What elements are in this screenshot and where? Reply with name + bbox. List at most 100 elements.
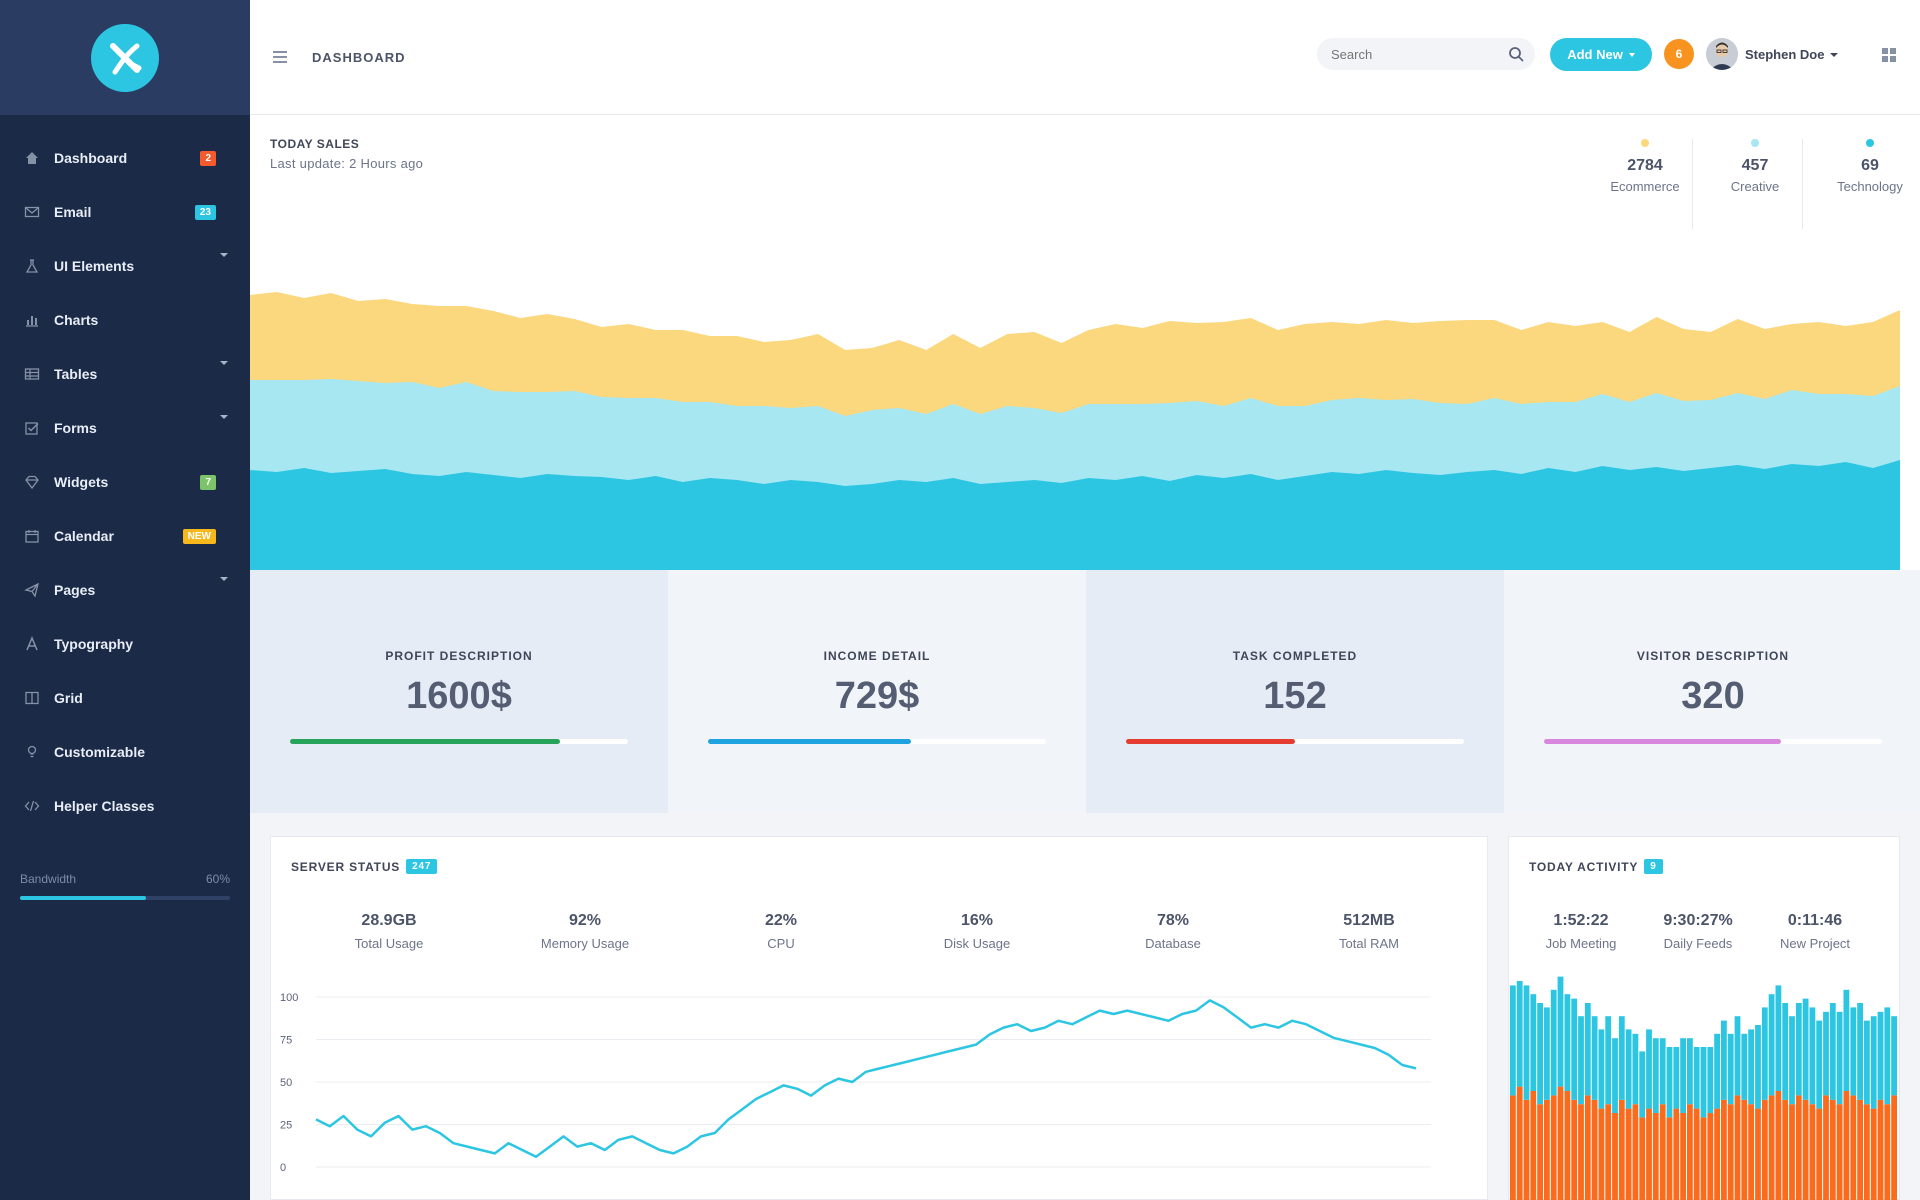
stat-job-meeting: 1:52:22 Job Meeting <box>1501 912 1661 951</box>
sidebar-item-customizable[interactable]: Customizable <box>0 725 250 779</box>
bandwidth-value: 60% <box>205 872 230 886</box>
activity-bar-bottom <box>1761 1099 1768 1200</box>
activity-bar-bottom <box>1516 1086 1523 1200</box>
stat-value: 92% <box>568 912 602 929</box>
legend-value: 457 <box>1741 157 1769 174</box>
activity-bar-bottom <box>1870 1108 1877 1200</box>
sidebar-item-charts[interactable]: Charts <box>0 293 250 347</box>
activity-bar-bottom <box>1680 1113 1686 1200</box>
activity-bar-top <box>1755 1025 1761 1109</box>
sidebar-item-badge: NEW <box>182 528 216 544</box>
activity-bar-top <box>1721 1020 1727 1100</box>
search-icon[interactable] <box>1508 46 1524 62</box>
chevron-down-icon <box>1628 52 1635 57</box>
kpi-progress-track <box>1126 739 1464 744</box>
activity-bar-bottom <box>1802 1099 1809 1200</box>
sidebar-item-dashboard[interactable]: Dashboard 2 <box>0 131 250 185</box>
activity-bar-bottom <box>1714 1108 1720 1200</box>
activity-bar-bottom <box>1775 1091 1782 1200</box>
activity-bar-bottom <box>1523 1099 1530 1200</box>
chevron-down-icon <box>220 577 228 581</box>
add-new-button[interactable]: Add New <box>1550 38 1652 71</box>
sidebar-item-label: Calendar <box>54 528 114 544</box>
notification-badge[interactable]: 6 <box>1664 39 1694 69</box>
activity-bar-bottom <box>1530 1091 1537 1200</box>
activity-bar-top <box>1612 1038 1618 1113</box>
stat-disk-usage: 16% Disk Usage <box>897 912 1057 951</box>
activity-bar-top <box>1693 1047 1700 1109</box>
server-line-chart: 0 25 50 75 100 <box>280 992 1431 1174</box>
today-activity-badge: 9 <box>1644 859 1663 874</box>
activity-bar-top <box>1510 985 1516 1096</box>
activity-bar-bottom <box>1571 1099 1578 1200</box>
add-new-label: Add New <box>1567 47 1623 62</box>
sidebar-item-label: Tables <box>54 366 98 382</box>
stat-value: 16% <box>960 912 994 929</box>
activity-bar-bottom <box>1584 1095 1591 1200</box>
sidebar-item-tables[interactable]: Tables <box>0 347 250 401</box>
activity-bar-top <box>1877 1011 1884 1100</box>
sidebar-item-widgets[interactable]: Widgets 7 <box>0 455 250 509</box>
activity-bar-bottom <box>1891 1095 1897 1200</box>
activity-bar-top <box>1659 1038 1666 1105</box>
activity-bar-bottom <box>1537 1104 1543 1200</box>
stat-memory-usage: 92% Memory Usage <box>505 912 665 951</box>
activity-bar-bottom <box>1707 1113 1714 1200</box>
sales-title: TODAY SALES <box>270 137 360 151</box>
kpi-progress-fill <box>1544 739 1781 744</box>
activity-bar-bottom <box>1557 1086 1564 1200</box>
server-status-title: SERVER STATUS 247 <box>291 859 438 874</box>
chevron-down-icon <box>220 361 228 365</box>
stat-value: 9:30:27% <box>1663 912 1733 929</box>
user-menu[interactable]: Stephen Doe <box>1745 47 1839 62</box>
stat-cpu: 22% CPU <box>701 912 861 951</box>
activity-bar-top <box>1734 1016 1741 1096</box>
kpi-title: VISITOR DESCRIPTION <box>1636 649 1790 663</box>
activity-bar-top <box>1618 1016 1625 1100</box>
search-input[interactable] <box>1317 38 1535 70</box>
activity-bar-bottom <box>1632 1104 1639 1200</box>
avatar[interactable] <box>1706 38 1738 70</box>
stat-new-project: 0:11:46 New Project <box>1735 912 1895 951</box>
kpi-income-detail: INCOME DETAIL 729$ <box>668 570 1086 813</box>
kpi-progress-track <box>708 739 1046 744</box>
kpi-value: 320 <box>1681 675 1745 717</box>
activity-bar-top <box>1516 981 1523 1087</box>
activity-bar-bottom <box>1591 1099 1598 1200</box>
sidebar-item-helper-classes[interactable]: Helper Classes <box>0 779 250 833</box>
sidebar-item-label: Typography <box>54 636 134 652</box>
stat-label: Job Meeting <box>1545 936 1617 951</box>
activity-bar-bottom <box>1578 1104 1584 1200</box>
legend-dot <box>1866 139 1874 147</box>
activity-bar-top <box>1544 1007 1550 1100</box>
activity-bar-bottom <box>1666 1117 1673 1200</box>
activity-bar-top <box>1523 985 1530 1100</box>
activity-bar-top <box>1605 1016 1612 1105</box>
sidebar-item-typography[interactable]: Typography <box>0 617 250 671</box>
activity-bar-top <box>1700 1047 1707 1118</box>
activity-bar-bottom <box>1864 1104 1870 1200</box>
activity-bar-bottom <box>1598 1108 1605 1200</box>
activity-bar-bottom <box>1673 1108 1680 1200</box>
activity-bar-top <box>1782 1003 1789 1100</box>
sidebar-item-pages[interactable]: Pages <box>0 563 250 617</box>
y-tick-label: 100 <box>280 992 298 1004</box>
activity-bar-top <box>1809 1007 1816 1105</box>
sidebar-item-ui-elements[interactable]: UI Elements <box>0 239 250 293</box>
activity-bar-top <box>1789 1016 1795 1105</box>
stat-value: 512MB <box>1343 912 1395 929</box>
server-status-title-text: SERVER STATUS <box>291 859 401 874</box>
sidebar-item-email[interactable]: Email 23 <box>0 185 250 239</box>
y-tick-label: 50 <box>280 1077 292 1089</box>
stat-daily-feeds: 9:30:27% Daily Feeds <box>1618 912 1778 951</box>
sidebar-item-calendar[interactable]: Calendar NEW <box>0 509 250 563</box>
menu-toggle-icon[interactable] <box>273 51 287 66</box>
logo[interactable] <box>91 23 159 92</box>
sidebar-item-grid[interactable]: Grid <box>0 671 250 725</box>
apps-grid-icon[interactable] <box>1881 47 1897 63</box>
sidebar-item-forms[interactable]: Forms <box>0 401 250 455</box>
activity-bar-bottom <box>1564 1091 1571 1200</box>
legend-item-ecommerce: 2784 Ecommerce <box>1590 139 1700 194</box>
activity-bar-bottom <box>1646 1108 1652 1200</box>
activity-bar-top <box>1823 1011 1829 1096</box>
